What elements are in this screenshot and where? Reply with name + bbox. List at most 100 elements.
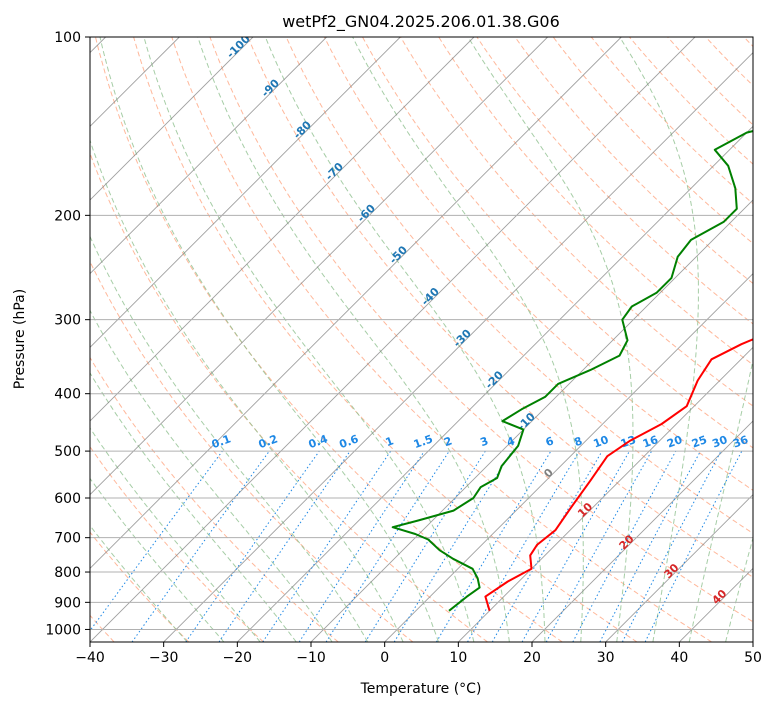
mixing-ratio-label: 10 bbox=[592, 433, 611, 451]
x-tick-label: 30 bbox=[597, 650, 615, 666]
y-tick-label: 500 bbox=[54, 444, 81, 460]
mixing-ratio-label: 6 bbox=[544, 434, 556, 449]
isotherm-line bbox=[90, 37, 696, 642]
dry-adiabat-line bbox=[514, 37, 753, 285]
mixing-ratio-line bbox=[131, 450, 270, 642]
mixing-ratio-line bbox=[545, 450, 653, 642]
y-tick-label: 1000 bbox=[45, 622, 81, 638]
moist-adiabat-line bbox=[725, 536, 753, 642]
chart-title: wetPf2_GN04.2025.206.01.38.G06 bbox=[282, 12, 560, 32]
moist-adiabat-line bbox=[90, 371, 297, 642]
isotherm-line bbox=[310, 199, 753, 642]
mixing-ratio-label: 1.5 bbox=[412, 432, 435, 451]
dry-adiabat-line bbox=[90, 356, 339, 642]
isotherm-line bbox=[237, 125, 753, 642]
mixing-ratio-label: 20 bbox=[665, 433, 684, 451]
isotherm-line bbox=[90, 37, 548, 496]
mixing-ratio-line bbox=[90, 450, 223, 632]
mixing-ratio-line bbox=[218, 450, 351, 642]
mixing-ratio-label: 1 bbox=[384, 434, 396, 449]
isotherm-line bbox=[531, 420, 753, 642]
x-tick-label: −20 bbox=[223, 650, 253, 666]
isotherm-line bbox=[90, 37, 475, 422]
dry-adiabat-line bbox=[90, 445, 264, 642]
mixing-ratio-label: 16 bbox=[641, 433, 660, 451]
dry-adiabat-line bbox=[133, 37, 638, 642]
x-tick-label: −30 bbox=[149, 650, 179, 666]
x-axis-label: Temperature (°C) bbox=[360, 681, 482, 697]
isotherm-line bbox=[605, 494, 753, 642]
mixing-ratio-label: 3 bbox=[478, 434, 490, 449]
y-tick-label: 200 bbox=[54, 208, 81, 224]
temperature-profile-line bbox=[484, 338, 753, 612]
mixing-ratio-line bbox=[185, 450, 320, 642]
y-tick-label: 400 bbox=[54, 387, 81, 403]
mixing-ratio-line bbox=[298, 450, 425, 642]
moist-adiabat-line bbox=[688, 357, 753, 642]
y-tick-label: 700 bbox=[54, 531, 81, 547]
dry-adiabat-line bbox=[90, 531, 190, 642]
mixing-ratio-label: 25 bbox=[690, 433, 709, 450]
x-tick-label: 10 bbox=[449, 650, 467, 666]
y-tick-label: 600 bbox=[54, 491, 81, 507]
dry-adiabat-line bbox=[171, 37, 712, 642]
y-tick-label: 800 bbox=[54, 565, 81, 581]
y-tick-label: 900 bbox=[54, 595, 81, 611]
moist-adiabat-line bbox=[619, 37, 699, 642]
mixing-ratio-label: 36 bbox=[731, 433, 750, 451]
plot-area: 0.1 0.2 0.4 0.6 1 1.5 2 3 4 6 8 10 13 16 20 25 30 36-100-… bbox=[90, 37, 753, 642]
y-tick-label: 100 bbox=[54, 30, 81, 46]
mixing-ratio-line bbox=[325, 450, 450, 642]
mixing-ratio-label: 2 bbox=[442, 434, 454, 449]
axes: −40 −30 −20 −10 0 10 20 30 40 5010020030040050060… bbox=[45, 30, 762, 666]
x-tick-label: −10 bbox=[296, 650, 326, 666]
moist-adiabat-line bbox=[90, 427, 261, 642]
isotherm-line bbox=[163, 52, 753, 642]
plot-frame bbox=[89, 36, 754, 643]
mixing-ratio-label: 4 bbox=[505, 434, 517, 449]
mixing-ratio-label: 8 bbox=[572, 434, 584, 449]
moist-adiabat-line bbox=[264, 37, 546, 642]
y-axis-label: Pressure (hPa) bbox=[12, 289, 28, 389]
moist-adiabat-line bbox=[90, 309, 333, 642]
mixing-ratio-label: 0.4 bbox=[307, 432, 330, 451]
mixing-ratio-label: 0.2 bbox=[257, 432, 280, 451]
mixing-ratio-label: 30 bbox=[710, 433, 729, 451]
dry-adiabat-line bbox=[285, 37, 753, 534]
dry-adiabat-line bbox=[362, 37, 753, 449]
x-tick-label: −40 bbox=[75, 650, 105, 666]
moist-adiabat-line bbox=[352, 37, 584, 642]
dry-adiabat-line bbox=[247, 37, 753, 578]
mixing-ratio-line bbox=[393, 450, 513, 642]
isotherm-line bbox=[458, 346, 753, 642]
x-tick-label: 50 bbox=[744, 650, 762, 666]
isotherm-line bbox=[90, 37, 254, 201]
dry-adiabat-line bbox=[209, 37, 753, 623]
moist-adiabat-line bbox=[99, 37, 439, 642]
moist-adiabat-line bbox=[90, 235, 369, 642]
dry-adiabat-line bbox=[90, 151, 488, 642]
mixing-ratio-line bbox=[521, 450, 630, 642]
x-tick-label: 40 bbox=[670, 650, 688, 666]
dewpoint-profile-line bbox=[391, 130, 753, 612]
dry-adiabat-line bbox=[323, 37, 753, 491]
isotherm-line bbox=[90, 37, 327, 275]
moist-adiabat-line bbox=[90, 477, 225, 642]
mixing-ratio-label: 0.1 bbox=[210, 432, 233, 451]
y-tick-label: 300 bbox=[54, 313, 81, 329]
moist-adiabat-line bbox=[90, 138, 404, 642]
mixing-ratio-label: 0.6 bbox=[338, 432, 361, 451]
isotherm-line bbox=[384, 273, 753, 642]
dry-adiabat-line bbox=[95, 37, 563, 642]
isotherm-line bbox=[90, 37, 622, 569]
mixing-ratio-line bbox=[572, 450, 677, 642]
x-tick-label: 0 bbox=[380, 650, 389, 666]
mixing-ratio-line bbox=[262, 450, 392, 642]
mixing-ratio-line bbox=[644, 450, 743, 642]
dry-adiabat-line bbox=[438, 37, 753, 366]
isotherm-line bbox=[90, 37, 401, 348]
moist-adiabat-line bbox=[197, 37, 510, 642]
x-tick-label: 20 bbox=[523, 650, 541, 666]
